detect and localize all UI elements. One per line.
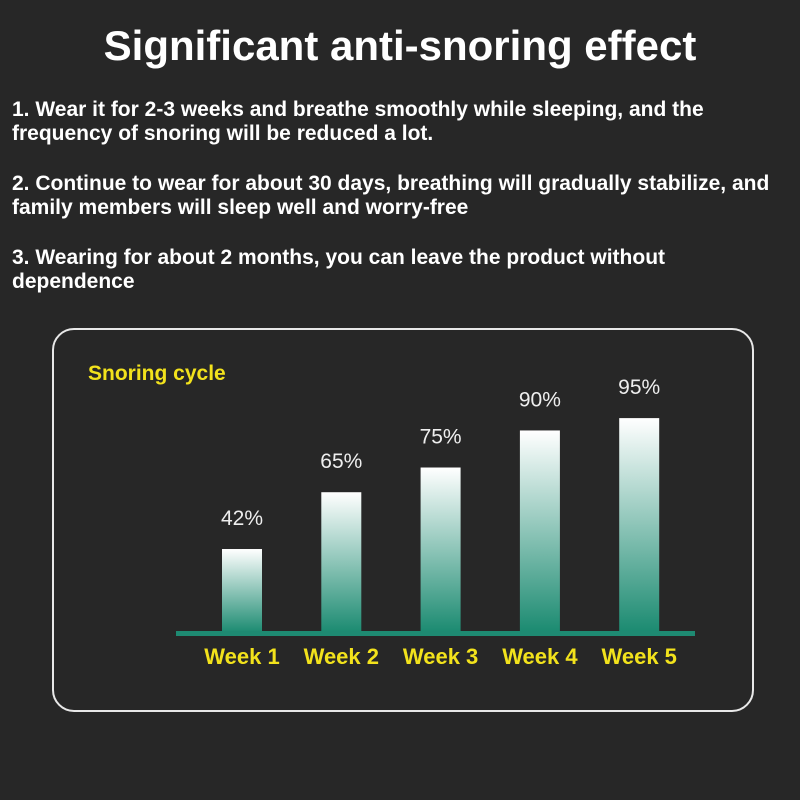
point-1: 1. Wear it for 2-3 weeks and breathe smo…: [12, 98, 704, 145]
x-tick-label-2: Week 2: [304, 644, 379, 669]
x-tick-label-4: Week 4: [502, 644, 578, 669]
x-tick-label-3: Week 3: [403, 644, 478, 669]
x-axis-line: [176, 631, 695, 636]
chart-title: Snoring cycle: [88, 362, 226, 385]
bar-2: [321, 492, 362, 633]
data-label-2: 65%: [320, 450, 362, 473]
x-tick-label-5: Week 5: [601, 644, 676, 669]
bar-3: [420, 467, 461, 633]
bar-4: [519, 430, 560, 633]
data-label-5: 95%: [618, 376, 660, 399]
point-3: 3. Wearing for about 2 months, you can l…: [12, 246, 666, 293]
bar-5: [619, 418, 660, 633]
chart-frame: [52, 328, 754, 712]
page-title: Significant anti-snoring effect: [103, 22, 697, 69]
data-label-4: 90%: [519, 388, 561, 411]
data-label-3: 75%: [420, 426, 462, 449]
bar-1: [222, 549, 262, 633]
point-2: 2. Continue to wear for about 30 days, b…: [12, 172, 770, 219]
x-tick-label-1: Week 1: [204, 644, 279, 669]
data-label-1: 42%: [221, 507, 263, 530]
